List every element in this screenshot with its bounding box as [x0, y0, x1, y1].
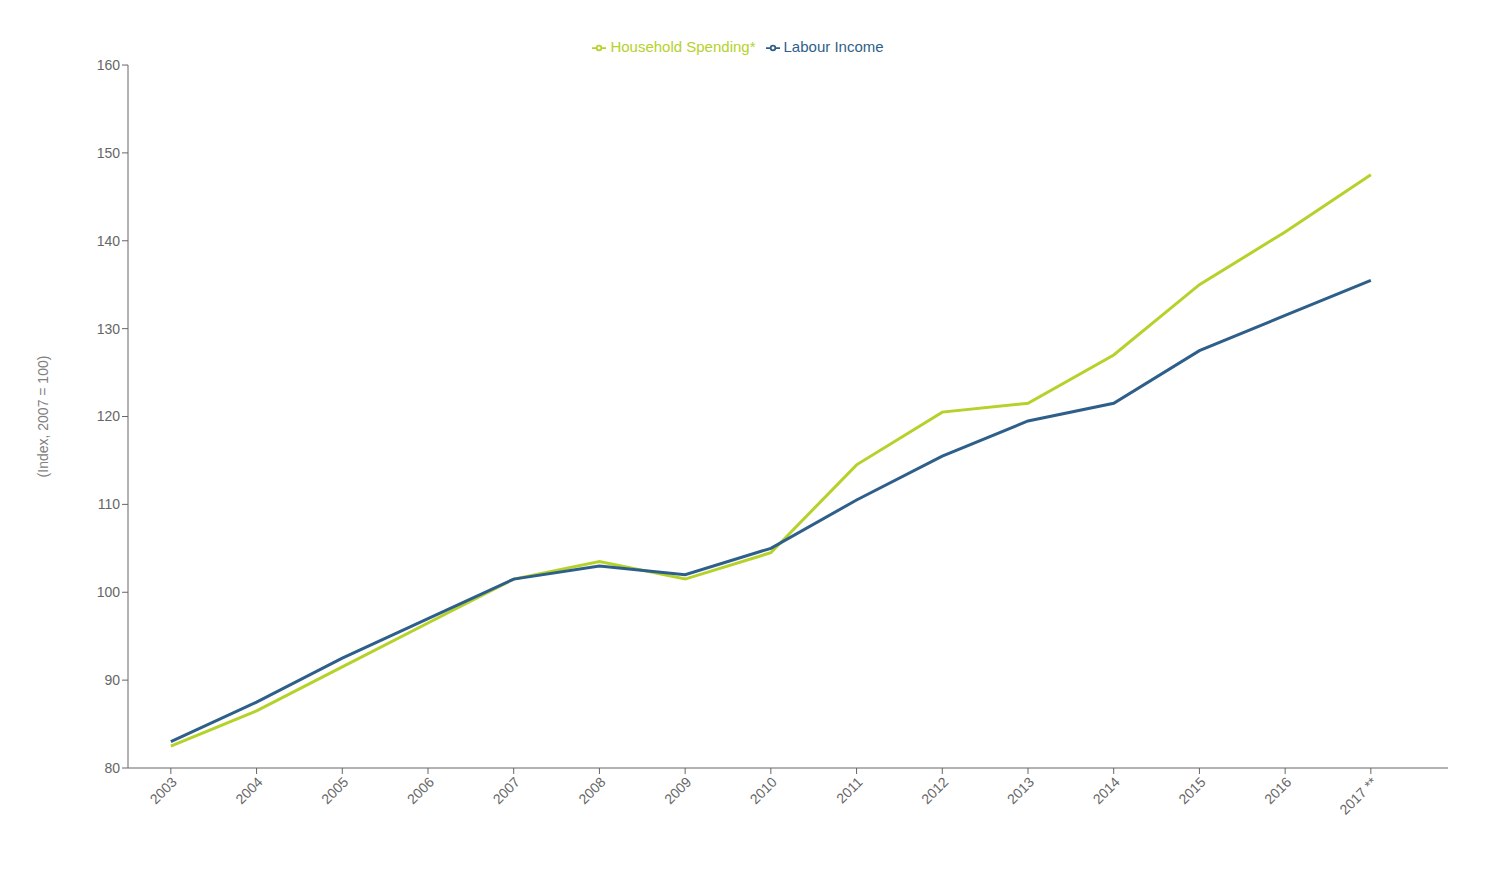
svg-text:2014: 2014	[1090, 774, 1123, 807]
svg-text:2005: 2005	[318, 774, 351, 807]
svg-text:2007: 2007	[490, 774, 523, 807]
svg-text:90: 90	[104, 672, 120, 688]
html-text:Household Spending*: Household Spending*	[610, 38, 756, 55]
svg-text:140: 140	[97, 233, 121, 249]
svg-text:2015: 2015	[1175, 774, 1208, 807]
svg-text:2003: 2003	[147, 774, 180, 807]
svg-text:2012: 2012	[918, 774, 951, 807]
svg-text:2004: 2004	[232, 774, 265, 807]
svg-text:110: 110	[98, 496, 121, 512]
html-text:Labour Income: Labour Income	[783, 38, 884, 55]
svg-text:120: 120	[97, 408, 121, 424]
svg-text:130: 130	[97, 321, 121, 337]
svg-text:2008: 2008	[575, 774, 608, 807]
svg-text:100: 100	[97, 584, 121, 600]
svg-text:2009: 2009	[661, 774, 694, 807]
svg-text:2006: 2006	[404, 774, 437, 807]
svg-text:2013: 2013	[1004, 774, 1037, 807]
svg-text:(Index, 2007 = 100): (Index, 2007 = 100)	[35, 356, 51, 478]
svg-text:150: 150	[97, 145, 121, 161]
svg-text:2011: 2011	[833, 774, 866, 807]
svg-text:80: 80	[104, 760, 120, 776]
svg-text:2010: 2010	[747, 774, 780, 807]
svg-text:160: 160	[97, 57, 121, 73]
svg-text:2017 **: 2017 **	[1336, 773, 1380, 817]
svg-text:2016: 2016	[1261, 774, 1294, 807]
